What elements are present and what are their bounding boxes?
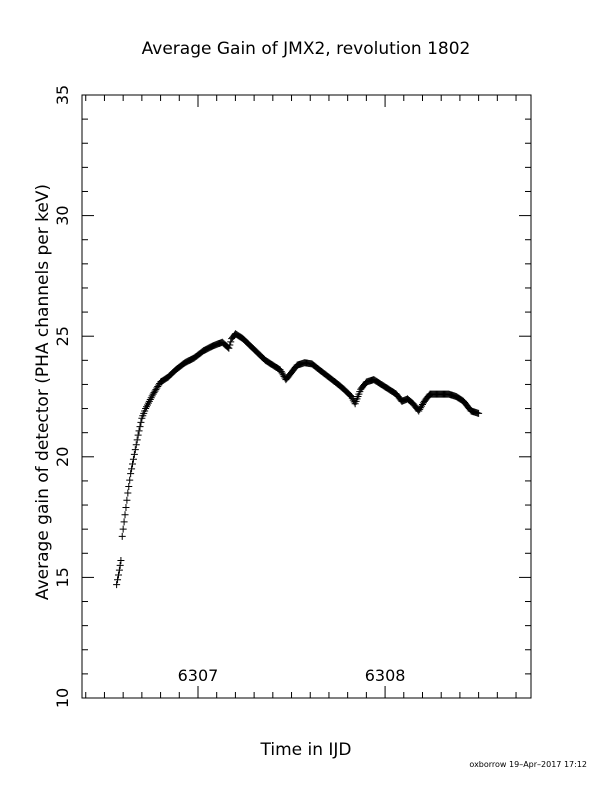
data-point bbox=[134, 431, 142, 439]
chart-title: Average Gain of JMX2, revolution 1802 bbox=[142, 39, 471, 59]
data-point bbox=[114, 576, 122, 584]
data-point bbox=[475, 409, 483, 417]
x-axis-label: Time in IJD bbox=[259, 740, 351, 760]
data-point bbox=[133, 436, 141, 444]
y-axis-label: Average gain of detector (PHA channels p… bbox=[33, 184, 53, 600]
data-point bbox=[143, 401, 151, 409]
y-axis: 10 15 20 25 30 35 bbox=[53, 85, 531, 708]
x-tick-label: 6308 bbox=[365, 666, 406, 685]
y-tick-label: 15 bbox=[53, 567, 72, 587]
x-axis: 6307 6308 bbox=[85, 95, 517, 698]
data-point bbox=[144, 399, 152, 407]
data-point bbox=[114, 571, 122, 579]
data-point bbox=[131, 446, 139, 454]
data-point bbox=[145, 397, 153, 405]
data-point bbox=[126, 476, 134, 484]
data-point bbox=[127, 470, 135, 478]
y-tick-label: 20 bbox=[53, 447, 72, 467]
data-point bbox=[113, 581, 121, 589]
y-tick-label: 25 bbox=[53, 326, 72, 346]
data-point bbox=[130, 450, 138, 458]
y-tick-label: 30 bbox=[53, 205, 72, 225]
y-tick-label: 10 bbox=[53, 688, 72, 708]
data-point bbox=[136, 423, 144, 431]
data-point bbox=[137, 418, 145, 426]
data-point bbox=[129, 455, 137, 463]
data-point bbox=[227, 338, 235, 346]
data-point bbox=[225, 344, 233, 352]
x-tick-label: 6307 bbox=[178, 666, 219, 685]
data-point bbox=[226, 341, 234, 349]
data-point bbox=[348, 394, 356, 402]
data-point bbox=[117, 557, 125, 565]
data-point bbox=[147, 394, 155, 402]
data-point bbox=[129, 460, 137, 468]
data-point bbox=[123, 496, 131, 504]
data-point bbox=[132, 441, 140, 449]
data-point bbox=[118, 532, 126, 540]
y-tick-label: 35 bbox=[53, 85, 72, 105]
data-point bbox=[120, 518, 128, 526]
data-point bbox=[124, 489, 132, 497]
data-point bbox=[121, 511, 129, 519]
data-point bbox=[135, 427, 143, 435]
plot-frame bbox=[81, 94, 532, 699]
data-point bbox=[125, 483, 133, 491]
data-point bbox=[119, 525, 127, 533]
data-point bbox=[146, 396, 154, 404]
data-point bbox=[115, 566, 123, 574]
data-point bbox=[128, 465, 136, 473]
data-point bbox=[142, 405, 150, 413]
data-series bbox=[113, 330, 483, 589]
data-point bbox=[347, 393, 355, 400]
data-point bbox=[122, 503, 130, 511]
data-point bbox=[143, 403, 151, 411]
data-point bbox=[116, 561, 124, 569]
footer-stamp: oxborrow 19–Apr–2017 17:12 bbox=[469, 760, 587, 769]
